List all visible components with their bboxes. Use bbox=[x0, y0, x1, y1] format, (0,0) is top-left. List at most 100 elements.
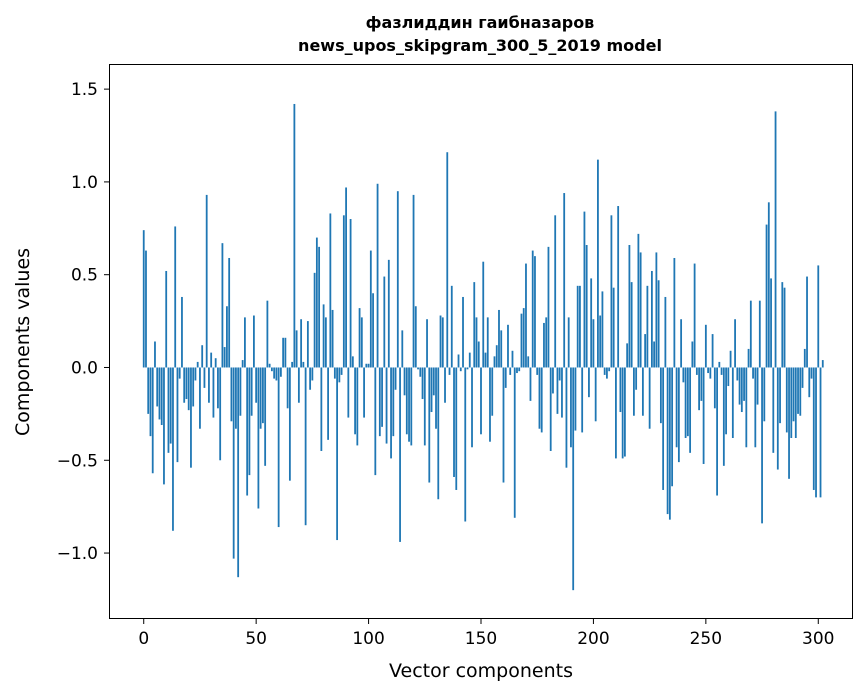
bar bbox=[799, 367, 802, 416]
bar bbox=[709, 367, 712, 379]
bar bbox=[693, 263, 696, 368]
bar bbox=[680, 319, 683, 368]
bar bbox=[241, 360, 244, 368]
bar bbox=[475, 317, 478, 368]
bar bbox=[210, 352, 213, 368]
bar bbox=[729, 350, 732, 368]
bar bbox=[720, 367, 723, 375]
bar bbox=[806, 276, 808, 368]
bar bbox=[633, 367, 635, 416]
bar bbox=[772, 367, 775, 453]
bar bbox=[417, 367, 419, 370]
bar bbox=[794, 367, 797, 438]
bar bbox=[244, 317, 246, 368]
bar bbox=[268, 363, 271, 368]
bar bbox=[747, 348, 750, 368]
bar bbox=[444, 367, 446, 403]
bar bbox=[163, 367, 165, 485]
bar bbox=[612, 287, 615, 368]
bar bbox=[208, 367, 210, 403]
bar bbox=[302, 361, 305, 368]
bar bbox=[810, 367, 813, 379]
bar bbox=[300, 319, 303, 368]
bar bbox=[365, 363, 368, 368]
bar bbox=[673, 257, 676, 368]
bar bbox=[617, 206, 620, 368]
bar bbox=[635, 367, 638, 390]
bar bbox=[700, 367, 703, 401]
bar bbox=[484, 352, 487, 368]
bar bbox=[477, 341, 480, 368]
bar bbox=[801, 367, 804, 388]
bar bbox=[345, 187, 347, 368]
bar bbox=[169, 367, 172, 444]
bar bbox=[513, 367, 516, 518]
bar bbox=[145, 250, 147, 368]
x-tick-label: 50 bbox=[245, 629, 267, 649]
bar bbox=[630, 282, 633, 368]
bar bbox=[671, 367, 674, 487]
bar bbox=[561, 367, 563, 418]
bar bbox=[262, 367, 264, 424]
bar bbox=[594, 367, 597, 422]
bar bbox=[482, 261, 485, 368]
bar bbox=[702, 367, 705, 464]
bar bbox=[648, 367, 651, 429]
bar bbox=[529, 367, 532, 401]
bar bbox=[502, 367, 505, 483]
bar bbox=[592, 319, 595, 368]
x-tick-label: 200 bbox=[577, 629, 609, 649]
bar bbox=[790, 367, 793, 438]
bar bbox=[549, 367, 552, 451]
bar bbox=[581, 367, 584, 433]
bar bbox=[259, 367, 262, 429]
bar bbox=[727, 367, 730, 387]
bar bbox=[756, 367, 759, 405]
bar bbox=[320, 367, 323, 451]
bar bbox=[396, 191, 399, 368]
bar bbox=[250, 367, 253, 416]
bar bbox=[788, 367, 790, 479]
bar bbox=[311, 367, 314, 381]
bar bbox=[567, 317, 570, 368]
bar bbox=[333, 367, 336, 379]
bar bbox=[390, 367, 392, 459]
bar bbox=[776, 367, 779, 470]
bar bbox=[704, 324, 707, 368]
x-tick-label: 300 bbox=[802, 629, 834, 649]
bar bbox=[459, 367, 462, 372]
bar bbox=[718, 361, 721, 368]
bar bbox=[734, 319, 736, 368]
bar bbox=[457, 354, 460, 368]
bar bbox=[194, 367, 197, 381]
bar bbox=[585, 245, 588, 368]
bar bbox=[190, 367, 192, 468]
bar bbox=[675, 367, 678, 448]
bar bbox=[324, 317, 327, 368]
bar bbox=[378, 367, 381, 437]
bar bbox=[489, 367, 491, 442]
x-axis-label: Vector components bbox=[389, 660, 573, 682]
bar bbox=[498, 309, 500, 368]
bar bbox=[752, 367, 754, 379]
bar bbox=[455, 367, 458, 490]
bar bbox=[821, 360, 824, 368]
bar bbox=[518, 367, 521, 372]
bar bbox=[374, 367, 377, 476]
bar bbox=[336, 367, 338, 541]
bar bbox=[572, 367, 575, 591]
bar bbox=[183, 367, 186, 403]
bar bbox=[414, 306, 417, 368]
bar bbox=[203, 367, 206, 388]
bar bbox=[486, 317, 489, 368]
bar bbox=[376, 183, 379, 368]
bar bbox=[286, 367, 289, 409]
x-tick-label: 150 bbox=[465, 629, 497, 649]
bar bbox=[349, 219, 352, 368]
bar bbox=[369, 250, 372, 368]
bar bbox=[576, 285, 579, 368]
bar bbox=[246, 367, 249, 496]
bar bbox=[543, 322, 545, 368]
bar bbox=[432, 367, 435, 396]
bar bbox=[610, 215, 613, 368]
